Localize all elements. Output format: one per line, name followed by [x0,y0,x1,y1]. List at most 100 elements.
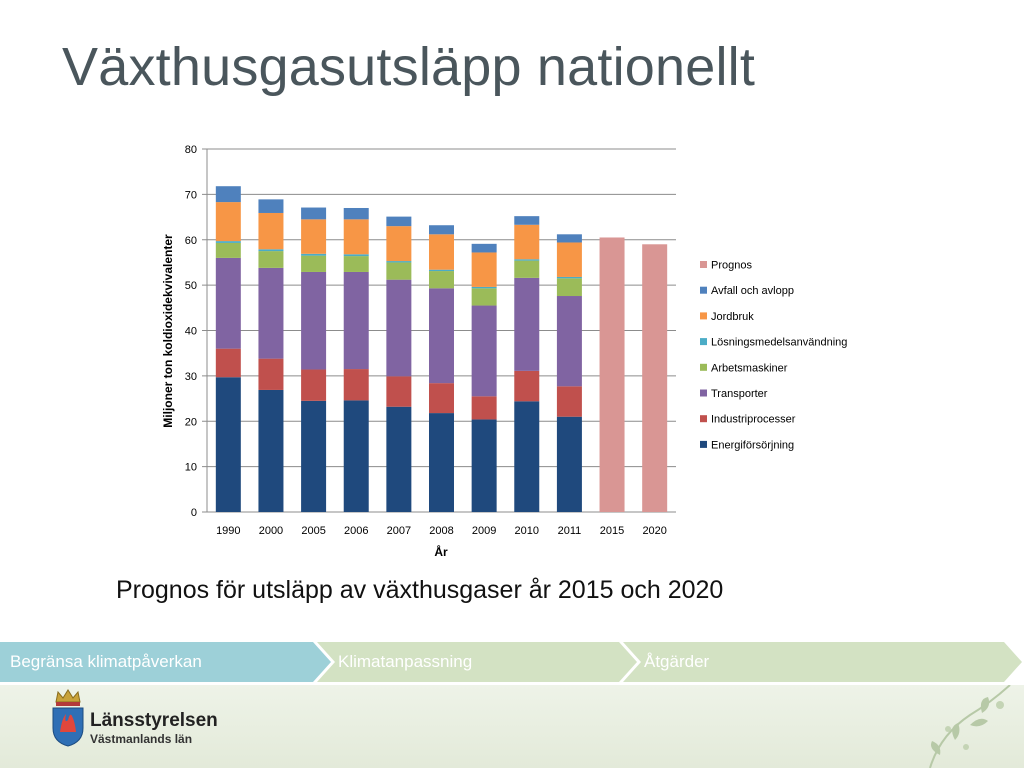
bar-2000-avfall-och-avlopp [258,199,284,213]
legend-swatch [700,440,707,448]
y-tick-label: 60 [185,235,197,247]
legend-entry: Energiförsörjning [700,439,794,451]
bar-1990-jordbruk [215,202,241,242]
bar-2005-transporter [301,271,327,370]
bar-2005-lösningsmedelsanvändning [301,253,327,256]
bar-2015-prognos [599,237,625,512]
bar-1990-avfall-och-avlopp [215,186,241,203]
bar-2010-jordbruk [514,224,540,260]
x-axis-ticks: 1990 2000 2005 2006 2007 2008 2009 2010 2011 2015… [216,525,667,537]
slide-title: Växthusgasutsläpp nationellt [62,37,756,97]
x-axis-label: År [434,544,448,559]
nav-step-1-bg[interactable] [0,642,331,682]
bar-2010-transporter [514,277,540,371]
bar-1990-transporter [215,257,241,349]
bar-2007-arbetsmaskiner [386,262,412,280]
emissions-chart: 0 10 20 30 40 50 60 70 80 1990 2000 2005 2006 2007 20… [161,144,847,559]
legend-entry: Industriprocesser [700,414,796,426]
bar-2008-industriprocesser [429,383,454,414]
legend-label: Transporter [711,388,768,400]
legend-label: Energiförsörjning [711,439,794,451]
bar-2010-arbetsmaskiner [514,260,540,278]
bar-2009-energiförsörjning [471,419,497,512]
bar-2009-lösningsmedelsanvändning [471,286,497,289]
x-tick-label: 2007 [387,525,411,537]
x-tick-label: 2020 [642,525,666,537]
bar-2011-transporter [556,296,582,387]
y-tick-label: 40 [185,326,197,338]
legend-label: Jordbruk [711,311,754,323]
bar-2006-energiförsörjning [343,400,369,512]
x-tick-label: 2008 [429,525,453,537]
bar-2009-avfall-och-avlopp [471,243,497,253]
legend-entry: Arbetsmaskiner [700,362,788,374]
nav-step-3-bg[interactable] [623,642,1022,682]
bar-2005-arbetsmaskiner [301,255,327,272]
legend-swatch [700,312,707,320]
bar-2009-transporter [471,305,497,397]
legend-swatch [700,261,707,268]
legend-label: Avfall och avlopp [711,285,794,297]
bar-2008-lösningsmedelsanvändning [429,269,454,272]
bar-2009-industriprocesser [471,396,497,420]
chart-caption: Prognos för utsläpp av växthusgaser år 2… [116,576,724,604]
x-tick-label: 1990 [216,525,240,537]
x-tick-label: 2010 [515,525,539,537]
footer [0,685,1024,768]
bar-2008-transporter [429,288,454,384]
bar-2010-energiförsörjning [514,401,540,512]
nav-step-2-bg[interactable] [317,642,637,682]
bar-2007-jordbruk [386,226,412,262]
x-tick-label: 2009 [472,525,496,537]
y-tick-label: 0 [191,507,197,519]
bar-1990-energiförsörjning [215,377,241,512]
logo-name: Länsstyrelsen [90,710,218,731]
bar-2000-lösningsmedelsanvändning [258,249,284,252]
x-tick-label: 2015 [600,525,624,537]
bar-2020-prognos [642,244,668,512]
nav-item-klimatanpassning[interactable]: Klimatanpassning [338,652,473,671]
legend-swatch [700,286,707,294]
nav-item-begransa-klimatpaverkan[interactable]: Begränsa klimatpåverkan [10,652,202,671]
bar-2010-industriprocesser [514,370,540,402]
y-axis-ticks: 0 10 20 30 40 50 60 70 80 [185,144,208,519]
legend-entry: Prognos [700,260,752,272]
bar-2006-lösningsmedelsanvändning [343,254,369,257]
leaf-branch-icon [929,685,1011,768]
chart-legend: Prognos Avfall och avlopp Jordbruk Lösnings… [700,260,847,451]
bar-2008-avfall-och-avlopp [429,225,454,235]
y-tick-label: 20 [185,416,197,428]
y-tick-label: 50 [185,280,197,292]
legend-entry: Avfall och avlopp [700,285,794,297]
x-tick-label: 2000 [259,525,283,537]
bar-2000-energiförsörjning [258,389,284,512]
legend-entry: Lösningsmedelsanvändning [700,337,847,349]
bar-2011-arbetsmaskiner [556,278,582,297]
bar-2011-jordbruk [556,242,582,277]
bar-2000-transporter [258,267,284,359]
bar-2000-jordbruk [258,212,284,250]
logo-subtitle: Västmanlands län [90,732,193,746]
bar-2009-arbetsmaskiner [471,288,497,306]
bar-2008-arbetsmaskiner [429,271,454,289]
nav-item-atgarder[interactable]: Åtgärder [644,652,710,671]
bar-2010-avfall-och-avlopp [514,216,540,225]
bar-2005-industriprocesser [301,369,327,401]
legend-label: Industriprocesser [711,414,796,426]
bar-2006-jordbruk [343,219,369,255]
bar-2011-avfall-och-avlopp [556,234,582,243]
chart-bars [215,186,668,512]
legend-swatch [700,363,707,371]
bar-2000-industriprocesser [258,358,284,390]
bar-2005-avfall-och-avlopp [301,207,327,220]
bar-2008-energiförsörjning [429,413,454,512]
bar-2010-lösningsmedelsanvändning [514,259,540,261]
y-tick-label: 10 [185,462,197,474]
bar-1990-arbetsmaskiner [215,242,241,258]
bar-2011-industriprocesser [556,386,582,417]
bar-2006-arbetsmaskiner [343,256,369,272]
bar-2011-lösningsmedelsanvändning [556,276,582,279]
y-axis-label: Miljoner ton koldioxidekvivalenter [161,234,175,428]
legend-label: Prognos [711,260,752,272]
y-tick-label: 30 [185,371,197,383]
